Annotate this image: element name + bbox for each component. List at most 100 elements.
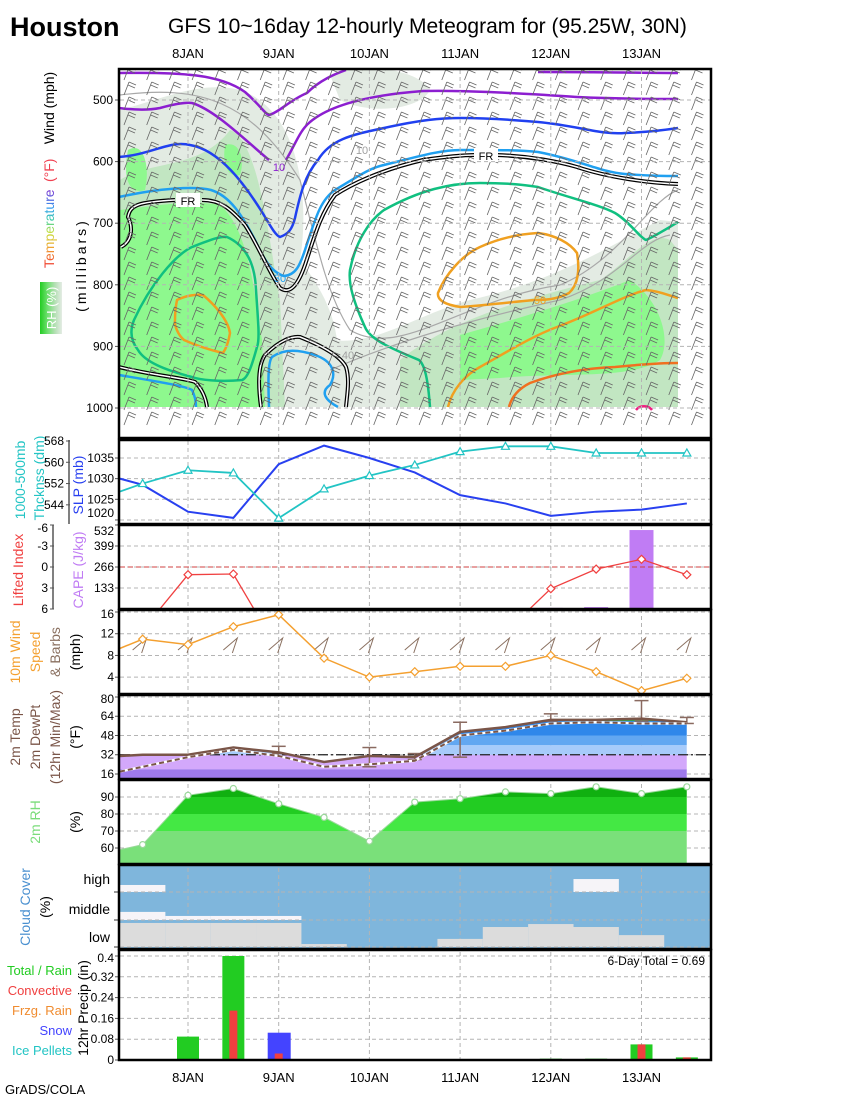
wind-barb [191,216,205,231]
lifted-index-line [159,558,688,609]
wind-barb [509,396,523,411]
wind-barb [645,246,659,261]
cloud-bar-low [528,924,574,947]
thickness-tick-label: 544 [44,498,64,512]
wind-barb [418,231,432,246]
wind-speed-line-group [120,611,692,694]
wind-barb [373,216,386,231]
wind-barb [282,261,296,276]
wind-barb [464,81,477,96]
wind-barb [237,291,250,306]
wind-barb [123,336,137,351]
thickness-line-marker [319,483,330,493]
wind-barb [259,351,273,366]
wind-barb [418,336,432,351]
precip-convective-bar [682,1057,691,1060]
wind-barb [237,411,250,426]
wind-barb [169,321,182,336]
contour-label-fr: FR [479,151,494,163]
wind-barb [282,411,296,426]
wind-barb [214,81,227,96]
wind-barb [327,291,341,306]
wind-speed-line-marker [228,621,239,632]
precip-bars [177,956,698,1060]
wind10-barb [449,636,466,654]
cloud-bar-low [165,922,211,947]
contour-label-50: 50 [534,295,546,307]
date-label-top: 12JAN [531,46,570,61]
wind-barb [623,246,636,261]
wind-barb [554,306,568,321]
wind10-barb [540,636,556,654]
date-label-bottom: 13JAN [622,1070,661,1085]
wind-barb [237,261,250,276]
wind-barb [350,321,364,336]
wind-barb [282,111,296,126]
wind-barb [668,306,681,321]
wind-barb [259,70,273,81]
wind-barb [645,81,659,96]
wind-barb [214,261,227,276]
wind10-speed-label: Speed [27,632,43,672]
rh-tick-label: 90 [101,790,115,804]
wind-barb [486,81,500,96]
wind-barb [169,381,182,396]
wind-barb [600,306,613,321]
wind-barb [532,171,545,186]
wind-barb [396,336,409,351]
wind10-label: 10m Wind [7,620,23,683]
wind-barb [350,291,364,306]
wind-barb [464,70,477,81]
lifted-index-line-marker [228,569,239,579]
credit: GrADS/COLA [5,1082,86,1097]
wind-barb [532,366,545,381]
wind10-barbs-label: & Barbs [47,627,63,677]
panel-frame [117,67,713,440]
rh-line-marker [683,783,691,791]
wind-barb [259,111,273,126]
temperature-contour-orange [446,288,679,408]
wind-barb [418,70,432,81]
wind-barb [464,171,477,186]
wind-barb [577,261,591,276]
wind-barb [259,366,273,381]
wind-barb [645,321,659,336]
precip-total-bar [177,1036,199,1060]
thickness-unit-label: Thcknss (dm) [31,436,47,521]
wind-barb [237,81,250,96]
wind-barb [169,366,182,381]
wind-barb [259,291,273,306]
wind-barb [554,291,568,306]
wind-barb [146,291,159,306]
wind-barb [396,141,409,156]
wind-barb [645,111,659,126]
wind-barb [259,171,273,186]
wind-barb [509,246,523,261]
wind-barb [214,186,227,201]
cape-tick-label: 399 [94,539,114,553]
wind-barb [237,70,250,81]
wind-barb [645,261,659,276]
wind-barb [305,396,318,411]
wind-barb [486,321,500,336]
wind-barb [146,306,159,321]
rh2m-label: 2m RH [27,800,43,844]
cloud-high-label: high [84,871,110,887]
rh-line-marker [229,784,237,793]
wind-barb [668,336,681,351]
wind-barb [396,70,409,81]
cloud-bar-low [437,938,483,947]
wind-barb [668,111,681,126]
wind-barb [441,261,454,276]
wind-barb [396,366,409,381]
cloud-middle-label: middle [69,901,110,917]
wind-barb [645,381,659,396]
wind-barb [259,381,273,396]
wind-barb [509,351,523,366]
date-label-bottom: 11JAN [441,1070,479,1085]
temp-unit-label: (°F) [67,725,83,748]
wind-barb [486,70,500,81]
wind-barb [486,111,500,126]
wind-barb [123,321,137,336]
wind-barb [123,261,137,276]
